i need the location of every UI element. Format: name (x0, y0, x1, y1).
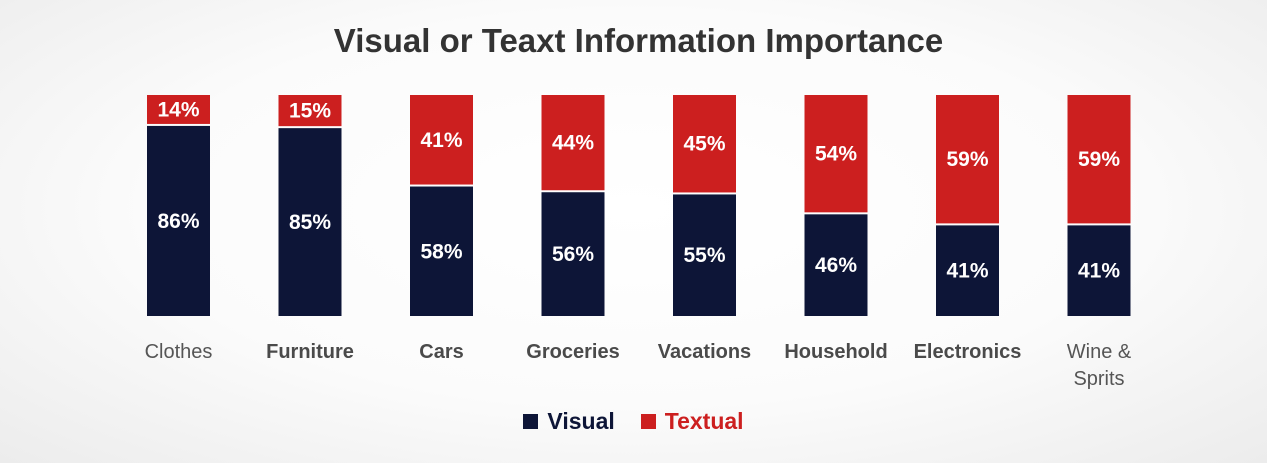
data-label-visual-household: 46% (815, 254, 857, 277)
data-label-textual-furniture: 15% (289, 100, 331, 123)
chart-plot: 14% 86% Clothes 15% 85% Furniture 41% 58% Cars 44… (145, 95, 1132, 390)
data-label-textual-vacations: 45% (683, 133, 725, 156)
data-label-textual-wine-sprits: 59% (1078, 148, 1120, 171)
data-label-textual-clothes: 14% (157, 98, 199, 121)
bar-visual-vacations (673, 194, 736, 316)
bar-visual-wine-sprits (1067, 225, 1131, 316)
data-label-visual-clothes: 86% (157, 210, 199, 233)
data-label-visual-cars: 58% (420, 240, 462, 263)
data-label-textual-cars: 41% (420, 129, 462, 152)
bar-visual-clothes (147, 125, 210, 316)
bar-textual-wine-sprits (1067, 95, 1131, 224)
bar-visual-furniture (278, 128, 342, 316)
data-label-textual-household: 54% (815, 143, 857, 166)
data-label-visual-groceries: 56% (552, 243, 594, 266)
data-label-visual-vacations: 55% (683, 244, 725, 267)
category-label-cars: Cars (419, 341, 463, 363)
chart-title: Visual or Teaxt Information Importance (333, 22, 944, 59)
category-label-wine-sprits: Wine & Sprits (1067, 341, 1132, 390)
category-label-household: Household (784, 341, 887, 363)
bar-textual-vacations (673, 95, 736, 193)
category-label-groceries: Groceries (526, 341, 619, 363)
bar-textual-household (804, 95, 868, 213)
data-label-visual-electronics: 41% (946, 260, 988, 283)
bar-visual-groceries (541, 192, 605, 316)
legend-label-visual: Visual (547, 408, 615, 434)
legend-swatch-textual (640, 414, 656, 429)
bar-textual-furniture (278, 95, 342, 127)
legend-label-textual: Textual (664, 408, 744, 434)
bar-visual-cars (410, 186, 473, 316)
data-label-visual-wine-sprits: 41% (1078, 260, 1120, 283)
category-label-clothes: Clothes (145, 341, 213, 363)
data-label-textual-electronics: 59% (946, 148, 988, 171)
category-label-vacations: Vacations (658, 341, 751, 363)
bar-textual-groceries (541, 95, 605, 191)
bar-visual-electronics (936, 225, 999, 316)
data-label-visual-furniture: 85% (289, 211, 331, 234)
bar-textual-electronics (936, 95, 999, 224)
bar-textual-clothes (147, 95, 210, 124)
bar-textual-cars (410, 95, 473, 185)
data-label-textual-groceries: 44% (552, 132, 594, 155)
legend-item-visual: Visual (523, 408, 615, 435)
bar-visual-household (804, 214, 868, 316)
category-label-furniture: Furniture (266, 341, 354, 363)
legend-swatch-visual (523, 414, 539, 429)
chart-legend: Visual Textual (0, 408, 1267, 435)
legend-item-textual: Textual (640, 408, 744, 435)
category-label-electronics: Electronics (914, 341, 1022, 363)
